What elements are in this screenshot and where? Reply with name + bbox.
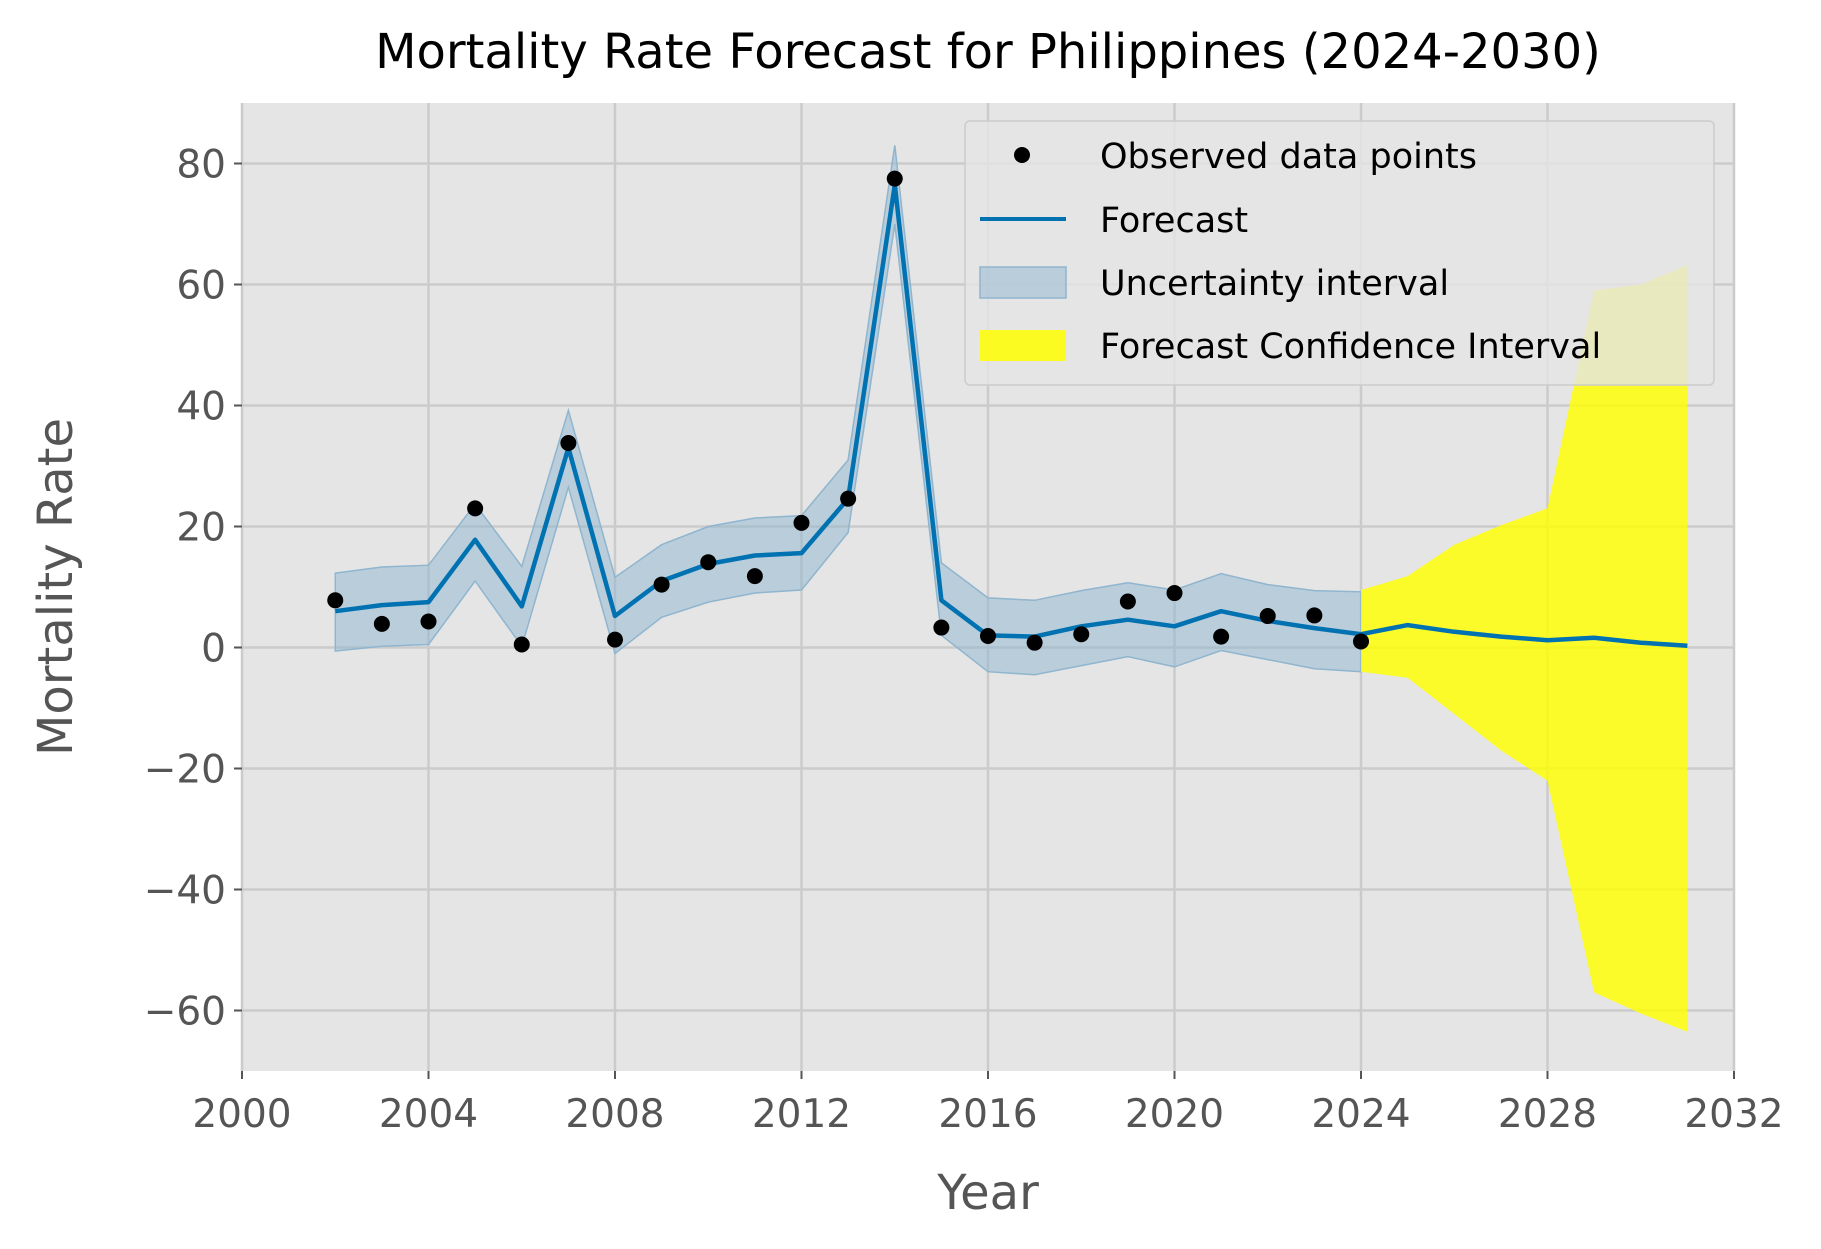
x-tick-label: 2032 — [1684, 1092, 1783, 1137]
y-tick-label: −20 — [144, 748, 226, 793]
y-tick-label: 0 — [201, 627, 226, 672]
observed-point — [1306, 607, 1323, 624]
y-tick-label: 80 — [176, 143, 226, 188]
observed-point — [560, 435, 577, 452]
observed-point — [653, 576, 670, 593]
x-tick-label: 2008 — [565, 1092, 664, 1137]
y-tick-label: 60 — [176, 264, 226, 309]
x-axis: 2000 2004 2008 2012 2016 2020 2024 2028 2032 — [192, 1071, 1784, 1137]
legend-label-uncertainty: Uncertainty interval — [1100, 264, 1449, 304]
x-tick-label: 2020 — [1125, 1092, 1224, 1137]
observed-point — [886, 170, 903, 187]
x-tick-label: 2000 — [192, 1092, 291, 1137]
series — [327, 145, 1688, 1032]
x-tick-label: 2004 — [379, 1092, 478, 1137]
observed-point — [933, 619, 950, 636]
observed-point — [373, 615, 390, 632]
legend-frame — [964, 120, 1715, 386]
x-tick-label: 2028 — [1498, 1092, 1597, 1137]
observed-point — [746, 568, 763, 585]
chart-title: Mortality Rate Forecast for Philippines … — [375, 24, 1601, 80]
observed-point — [1073, 626, 1090, 643]
observed-point — [980, 628, 996, 645]
observed-point — [1166, 585, 1183, 602]
observed-point — [327, 592, 344, 609]
observed-point — [1353, 633, 1369, 650]
legend-marker-forecast-ci — [980, 330, 1066, 361]
x-tick-label: 2012 — [752, 1092, 851, 1137]
y-tick-label: 40 — [176, 385, 226, 430]
x-tick-label: 2016 — [938, 1092, 1037, 1137]
observed-point — [1213, 628, 1230, 645]
observed-point — [1259, 608, 1276, 625]
observed-point — [513, 636, 530, 653]
legend-marker-uncertainty — [979, 266, 1067, 299]
y-axis: −60 −40 −20 0 20 40 60 80 — [144, 143, 242, 1035]
x-axis-label: Year — [936, 1165, 1039, 1221]
y-axis-label: Mortality Rate — [28, 418, 84, 756]
legend-label-observed: Observed data points — [1100, 137, 1477, 177]
observed-point — [840, 490, 857, 507]
legend: Observed data points Forecast Uncertaint… — [964, 120, 1715, 386]
forecast-confidence-band — [1361, 265, 1688, 1032]
y-tick-label: −40 — [144, 869, 226, 914]
legend-label-forecast-ci: Forecast Confidence Interval — [1100, 327, 1601, 367]
observed-point — [420, 613, 437, 630]
legend-label-forecast: Forecast — [1100, 201, 1248, 241]
observed-point — [1119, 593, 1136, 610]
forecast-line — [335, 182, 1688, 648]
observed-point — [700, 554, 717, 571]
observed-point — [793, 514, 810, 531]
observed-point — [1026, 634, 1043, 651]
legend-marker-observed — [1014, 147, 1030, 163]
y-tick-label: −60 — [144, 990, 226, 1035]
observed-point — [467, 500, 484, 517]
y-tick-label: 20 — [176, 506, 226, 551]
x-tick-label: 2024 — [1311, 1092, 1410, 1137]
observed-point — [607, 631, 623, 648]
